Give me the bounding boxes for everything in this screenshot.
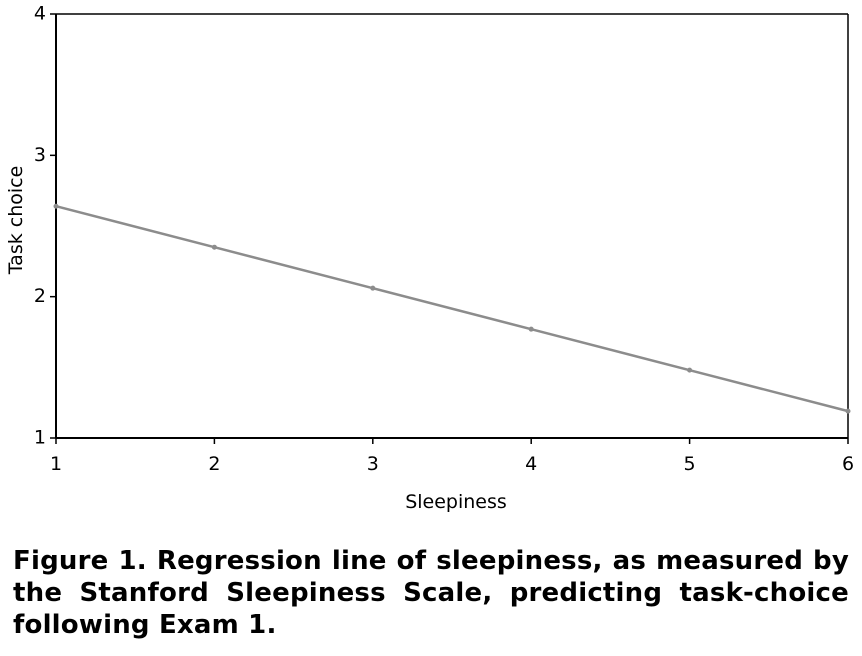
y-tick-label: 1 [34, 427, 46, 449]
data-point [53, 203, 59, 209]
x-tick-label: 6 [842, 453, 854, 475]
plot-frame [55, 13, 849, 439]
figure-caption: Figure 1. Regression line of sleepiness,… [13, 546, 849, 640]
x-tick-label: 2 [208, 453, 220, 475]
x-tick-label: 4 [525, 453, 537, 475]
data-point [528, 326, 534, 332]
regression-line [55, 205, 849, 413]
chart-figure: 1 2 3 4 1 2 3 4 5 6 Sleepiness Task choice [5, 3, 854, 514]
series-layer [53, 203, 851, 414]
data-point [845, 408, 851, 414]
data-point [211, 244, 217, 250]
data-point [687, 367, 693, 373]
y-tick-label: 2 [34, 285, 46, 307]
y-axis-title: Task choice [5, 166, 27, 276]
x-axis-title: Sleepiness [405, 491, 507, 513]
x-tick-label: 5 [684, 453, 696, 475]
y-axis-ticks: 1 2 3 4 [34, 3, 56, 449]
y-tick-label: 4 [34, 3, 46, 25]
data-point [370, 285, 376, 291]
x-tick-label: 1 [50, 453, 62, 475]
y-tick-label: 3 [34, 144, 46, 166]
x-tick-label: 3 [367, 453, 379, 475]
x-axis-ticks: 1 2 3 4 5 6 [50, 438, 854, 475]
